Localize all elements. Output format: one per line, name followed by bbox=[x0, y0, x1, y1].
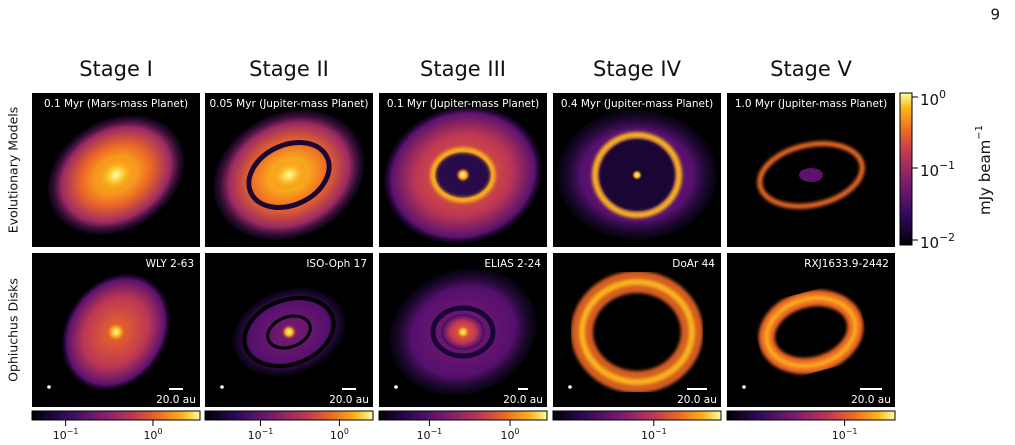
scale-label: 20.0 au bbox=[329, 394, 369, 406]
scale-label: 20.0 au bbox=[503, 394, 543, 406]
tick-base: 10 bbox=[920, 91, 939, 109]
colorbar-label: mJy beam−1 bbox=[974, 125, 994, 215]
stage-title: Stage II bbox=[249, 57, 329, 81]
beam bbox=[742, 385, 746, 389]
gap bbox=[242, 296, 336, 368]
tick-label: 10−1 bbox=[417, 427, 443, 443]
tick-base: 10 bbox=[417, 429, 431, 442]
tick-exp: 0 bbox=[157, 427, 162, 436]
model-label: 0.1 Myr (Mars-mass Planet) bbox=[44, 98, 188, 110]
ring-peak bbox=[579, 279, 695, 385]
core bbox=[95, 156, 137, 194]
colorbar bbox=[204, 410, 374, 421]
gap bbox=[266, 314, 312, 350]
tick-label: 10−1 bbox=[641, 427, 667, 443]
tick-base: 10 bbox=[248, 429, 262, 442]
tick-exp: −1 bbox=[655, 427, 667, 436]
row-label: Ophiuchus Disks bbox=[6, 278, 21, 382]
tick-base: 10 bbox=[501, 429, 515, 442]
model-label: 0.1 Myr (Jupiter-mass Planet) bbox=[387, 98, 539, 110]
row-label: Evolutionary Models bbox=[6, 107, 21, 234]
ring bbox=[592, 132, 682, 218]
tick-base: 10 bbox=[53, 429, 67, 442]
tick-base: 10 bbox=[330, 429, 344, 442]
stage-title: Stage III bbox=[420, 57, 506, 81]
core bbox=[107, 323, 125, 341]
beam bbox=[394, 385, 398, 389]
disk-name: DoAr 44 bbox=[672, 258, 715, 270]
tick-exp: −1 bbox=[846, 427, 858, 436]
beam bbox=[220, 385, 224, 389]
colorbar bbox=[899, 92, 913, 246]
tick-label: 10−2 bbox=[920, 231, 955, 252]
tick-base: 10 bbox=[641, 429, 655, 442]
page-number: 9 bbox=[990, 6, 1000, 24]
model-label: 1.0 Myr (Jupiter-mass Planet) bbox=[735, 98, 887, 110]
gap bbox=[430, 305, 496, 359]
tick-label: 100 bbox=[330, 427, 349, 443]
colorbar bbox=[552, 410, 722, 421]
tick-label: 10−1 bbox=[248, 427, 274, 443]
ring bbox=[430, 147, 496, 203]
colorbar bbox=[31, 410, 201, 421]
core bbox=[799, 168, 823, 182]
tick-label: 100 bbox=[143, 427, 162, 443]
model-label: 0.05 Myr (Jupiter-mass Planet) bbox=[209, 98, 368, 110]
tick-base: 10 bbox=[920, 234, 939, 252]
core bbox=[282, 325, 296, 339]
tick-label: 100 bbox=[501, 427, 520, 443]
disk-name: RXJ1633.9-2442 bbox=[804, 258, 889, 270]
gap bbox=[246, 140, 332, 210]
colorbar bbox=[378, 410, 548, 421]
disk-name: ELIAS 2-24 bbox=[484, 258, 541, 270]
beam bbox=[568, 385, 572, 389]
tick-label: 100 bbox=[920, 88, 946, 109]
tick-exp: 0 bbox=[515, 427, 520, 436]
colorbar bbox=[726, 410, 896, 421]
tick-base: 10 bbox=[832, 429, 846, 442]
disk-panel bbox=[727, 253, 895, 407]
tick-exp: 0 bbox=[939, 88, 946, 101]
stage-title: Stage IV bbox=[593, 57, 682, 81]
scale-label: 20.0 au bbox=[156, 394, 196, 406]
model-label: 0.4 Myr (Jupiter-mass Planet) bbox=[561, 98, 713, 110]
core bbox=[632, 170, 642, 180]
tick-base: 10 bbox=[920, 162, 939, 180]
disk-name: ISO-Oph 17 bbox=[306, 258, 367, 270]
ring bbox=[757, 141, 865, 209]
tick-exp: −1 bbox=[431, 427, 443, 436]
scale-label: 20.0 au bbox=[677, 394, 717, 406]
stage-title: Stage V bbox=[770, 57, 852, 81]
tick-label: 10−1 bbox=[53, 427, 79, 443]
disk-name: WLY 2-63 bbox=[146, 258, 194, 270]
tick-exp: 0 bbox=[344, 427, 349, 436]
core bbox=[456, 168, 470, 182]
tick-exp: −1 bbox=[67, 427, 79, 436]
tick-exp: −1 bbox=[262, 427, 274, 436]
scale-label: 20.0 au bbox=[851, 394, 891, 406]
ring-peak bbox=[764, 296, 858, 368]
tick-exp: −2 bbox=[939, 231, 955, 244]
core bbox=[269, 158, 309, 192]
tick-label: 10−1 bbox=[832, 427, 858, 443]
tick-base: 10 bbox=[143, 429, 157, 442]
stage-title: Stage I bbox=[79, 57, 153, 81]
beam bbox=[47, 385, 51, 389]
tick-exp: −1 bbox=[939, 159, 955, 172]
tick-label: 10−1 bbox=[920, 159, 955, 180]
core bbox=[457, 326, 469, 338]
